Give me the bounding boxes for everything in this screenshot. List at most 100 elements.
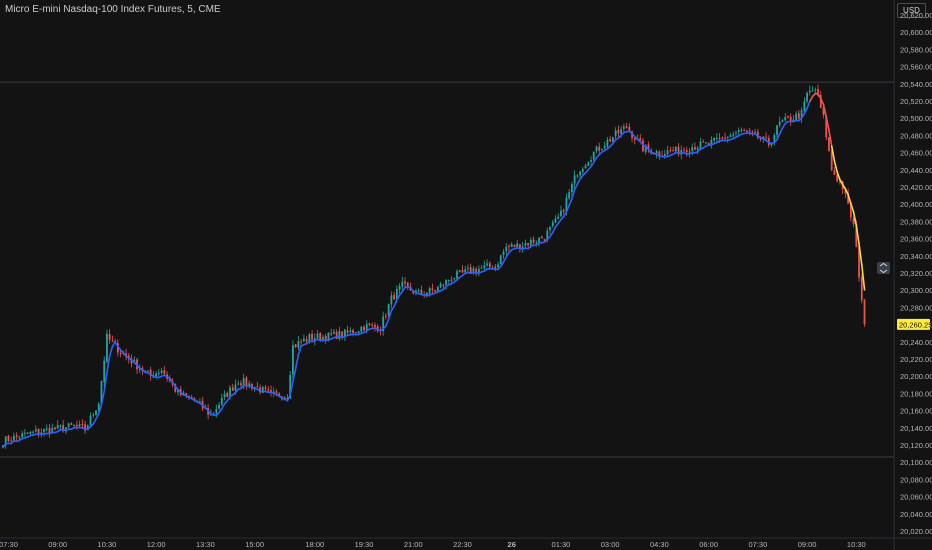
price-axis[interactable]: 20,620.00 20,600.00 20,580.00 20,560.00 20,5… bbox=[900, 11, 932, 536]
candle bbox=[226, 391, 229, 398]
candle bbox=[587, 161, 590, 167]
candle bbox=[360, 325, 363, 334]
candle bbox=[313, 333, 316, 346]
candle bbox=[573, 170, 576, 188]
candle bbox=[502, 248, 505, 259]
candle bbox=[237, 380, 240, 386]
price-tick-label: 20,500.00 bbox=[900, 114, 932, 123]
price-tick-label: 20,140.00 bbox=[900, 424, 932, 433]
candle bbox=[562, 208, 565, 215]
candle bbox=[13, 432, 15, 442]
candle bbox=[92, 412, 95, 419]
candle bbox=[242, 373, 245, 390]
candle bbox=[404, 277, 406, 289]
ma-segment bbox=[551, 226, 557, 234]
ma-segment bbox=[836, 171, 841, 181]
candle bbox=[795, 111, 798, 122]
price-tick-label: 20,580.00 bbox=[900, 45, 932, 54]
candle bbox=[10, 436, 13, 442]
currency-button[interactable]: USD bbox=[897, 3, 926, 18]
price-tick-label: 20,300.00 bbox=[900, 286, 932, 295]
candle bbox=[800, 107, 803, 124]
price-tick-label: 20,240.00 bbox=[900, 338, 932, 347]
ma-segment bbox=[218, 407, 223, 414]
candle bbox=[75, 420, 78, 431]
time-tick-label: 13:30 bbox=[196, 540, 215, 549]
candle bbox=[89, 412, 92, 428]
ma-segment bbox=[839, 178, 844, 186]
candle bbox=[453, 277, 456, 281]
price-tick-label: 20,600.00 bbox=[900, 28, 932, 37]
ma-segment bbox=[852, 211, 858, 227]
candle bbox=[606, 137, 609, 149]
price-tick-label: 20,420.00 bbox=[900, 183, 932, 192]
candle bbox=[464, 266, 467, 273]
candle bbox=[45, 424, 48, 432]
candle bbox=[398, 283, 401, 295]
scale-toggle-icon[interactable] bbox=[877, 262, 890, 274]
candle bbox=[256, 382, 259, 388]
ma-segment bbox=[294, 353, 300, 370]
candle bbox=[461, 265, 464, 274]
candle bbox=[598, 142, 601, 155]
candle bbox=[160, 367, 163, 375]
candle bbox=[95, 410, 97, 416]
ma-segment bbox=[100, 390, 105, 406]
candle bbox=[477, 265, 480, 277]
candle bbox=[368, 322, 371, 327]
candle bbox=[401, 276, 404, 291]
candle bbox=[590, 156, 592, 166]
time-tick-label: 07:30 bbox=[748, 540, 767, 549]
time-axis[interactable]: 07:30 09:00 10:30 12:00 13:30 15:00 18:00 19:30… bbox=[0, 540, 866, 549]
candle bbox=[806, 91, 808, 104]
candle bbox=[67, 422, 70, 429]
time-tick-label: 21:00 bbox=[404, 540, 423, 549]
candle bbox=[860, 273, 863, 304]
candle bbox=[743, 128, 746, 132]
candle bbox=[669, 146, 672, 153]
ma-segment bbox=[499, 261, 505, 268]
candle bbox=[513, 244, 516, 248]
ma-segment bbox=[822, 103, 828, 118]
candle bbox=[149, 366, 152, 381]
ma-segment bbox=[289, 380, 294, 396]
candle bbox=[431, 283, 434, 295]
price-tick-label: 20,380.00 bbox=[900, 217, 932, 226]
price-tick-label: 20,460.00 bbox=[900, 149, 932, 158]
candle bbox=[510, 242, 513, 248]
candle bbox=[333, 328, 335, 335]
candle bbox=[37, 428, 40, 438]
price-tick-label: 20,060.00 bbox=[900, 493, 932, 502]
candle bbox=[302, 334, 305, 342]
candle bbox=[527, 242, 530, 248]
candle bbox=[765, 132, 767, 141]
candle bbox=[316, 329, 319, 339]
time-tick-label: 09:00 bbox=[48, 540, 67, 549]
time-tick-label: 07:30 bbox=[0, 540, 18, 549]
candle bbox=[292, 340, 294, 379]
candle bbox=[579, 170, 581, 179]
candle bbox=[267, 386, 270, 393]
candle bbox=[174, 383, 177, 393]
candle bbox=[540, 235, 543, 239]
candle-series bbox=[2, 84, 866, 449]
candle bbox=[108, 329, 111, 344]
candle bbox=[111, 335, 114, 343]
candle bbox=[270, 385, 272, 397]
candle bbox=[338, 326, 341, 342]
candle bbox=[354, 332, 357, 334]
ma-segment bbox=[393, 298, 398, 308]
candle bbox=[157, 369, 160, 377]
candle bbox=[40, 428, 43, 438]
candle bbox=[417, 288, 420, 294]
candle bbox=[776, 124, 778, 138]
ma-segment bbox=[502, 256, 508, 263]
candle bbox=[15, 432, 18, 441]
candle bbox=[677, 143, 680, 157]
candle bbox=[781, 119, 784, 123]
ma-segment bbox=[847, 193, 852, 205]
candle bbox=[740, 127, 743, 133]
candle bbox=[715, 133, 718, 143]
candle bbox=[685, 146, 688, 157]
